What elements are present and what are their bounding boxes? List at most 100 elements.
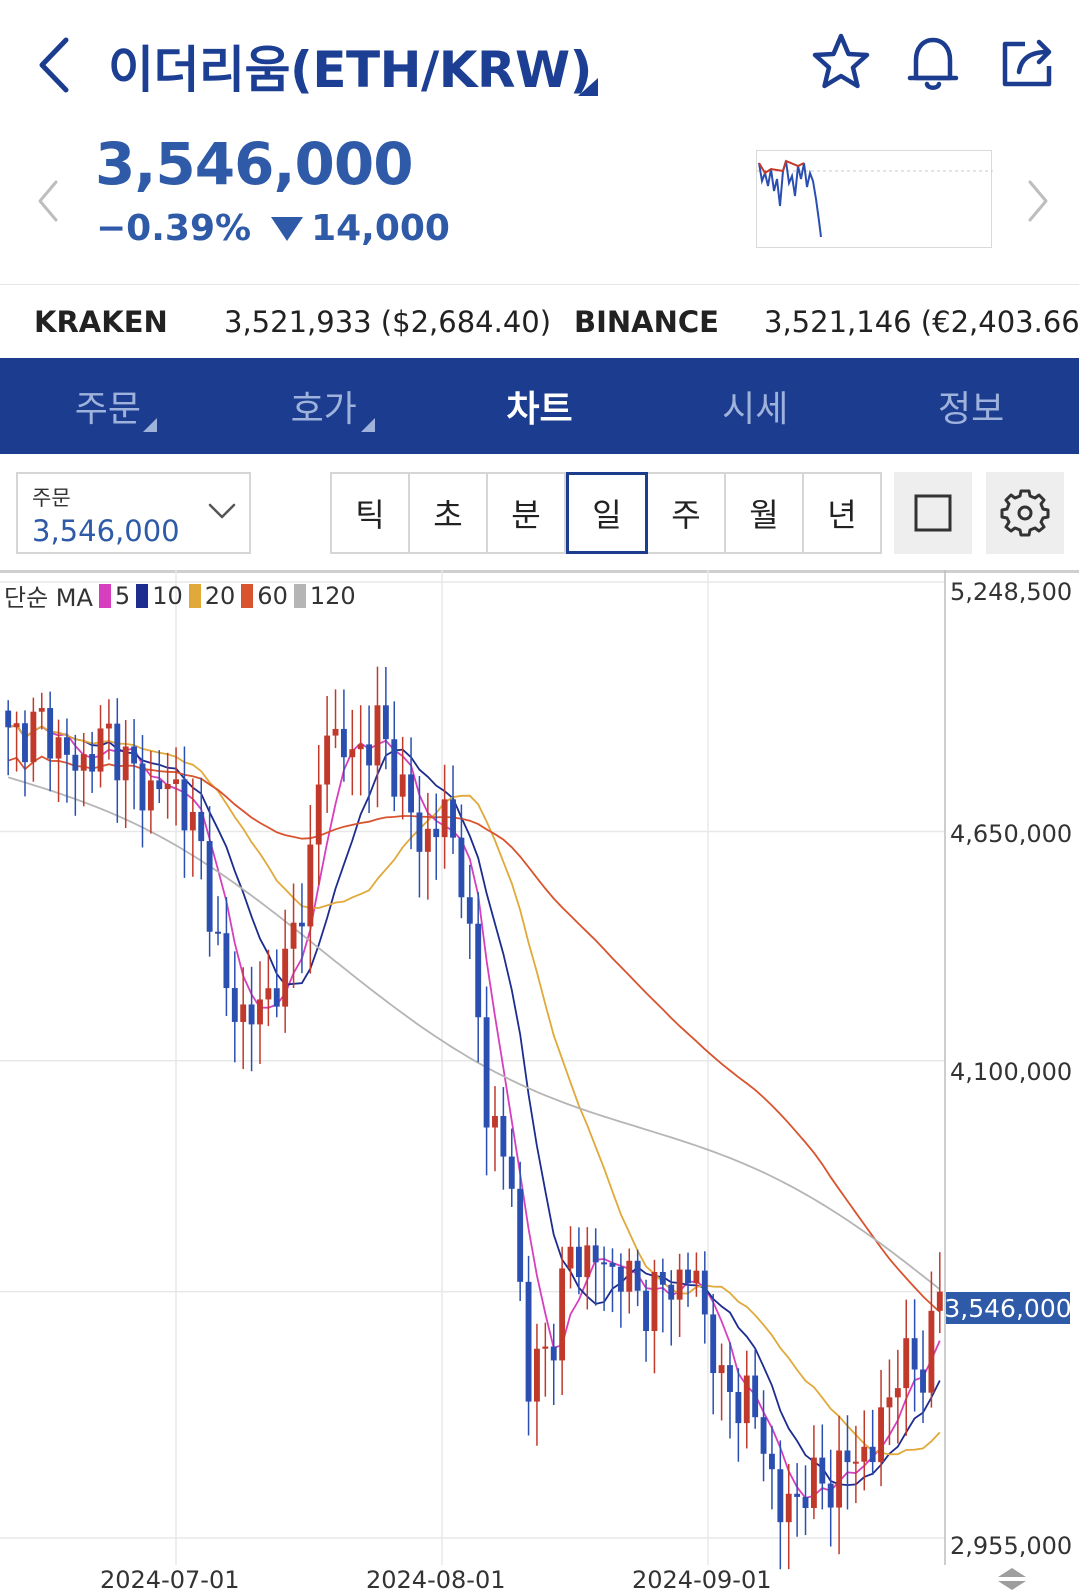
page-title[interactable]: 이더리움(ETH/KRW) bbox=[108, 41, 592, 99]
candle-body bbox=[324, 735, 331, 785]
ma60-label: 60 bbox=[257, 581, 288, 610]
ma5-swatch bbox=[98, 583, 111, 608]
period-day-button[interactable]: 일 bbox=[566, 472, 648, 554]
tab-label: 차트 bbox=[506, 389, 573, 430]
candle-body bbox=[223, 933, 230, 989]
candle-body bbox=[483, 1017, 490, 1128]
tab-market[interactable]: 시세 bbox=[647, 358, 863, 454]
ma20-line bbox=[7, 724, 941, 1456]
candle-body bbox=[181, 779, 188, 831]
candles bbox=[5, 666, 943, 1570]
candlestick-chart[interactable] bbox=[0, 570, 1079, 1595]
chart-settings-button[interactable] bbox=[986, 472, 1064, 554]
candle-body bbox=[836, 1450, 843, 1508]
mini-sparkline-chart[interactable] bbox=[756, 150, 993, 248]
candle-body bbox=[550, 1346, 557, 1361]
candle-body bbox=[30, 711, 37, 763]
chart-period-selector: 틱 초 분 일 주 월 년 bbox=[330, 472, 882, 554]
y-tick-label: 2,955,000 bbox=[950, 1532, 1073, 1560]
x-tick-label: 2024-09-01 bbox=[632, 1566, 772, 1594]
candle-body bbox=[265, 988, 272, 1000]
main-tab-bar: 주문 호가 차트 시세 정보 bbox=[0, 358, 1079, 454]
favorite-button[interactable] bbox=[808, 30, 874, 96]
candle-body bbox=[785, 1493, 792, 1523]
square-icon bbox=[914, 494, 952, 532]
candle-body bbox=[668, 1284, 675, 1300]
ma5-label: 5 bbox=[114, 581, 131, 610]
candle-body bbox=[617, 1266, 624, 1292]
candle-body bbox=[920, 1369, 926, 1393]
candle-body bbox=[374, 705, 381, 766]
period-second-button[interactable]: 초 bbox=[410, 474, 488, 552]
chart-resize-handle-icon[interactable] bbox=[994, 1566, 1030, 1592]
tab-chart[interactable]: 차트 bbox=[432, 358, 648, 454]
candle-body bbox=[743, 1375, 750, 1424]
candle-body bbox=[727, 1365, 733, 1392]
candle-body bbox=[198, 811, 205, 842]
next-coin-button[interactable] bbox=[1022, 178, 1052, 224]
candle-body bbox=[307, 844, 314, 927]
chevron-right-icon bbox=[1028, 180, 1048, 222]
candle-body bbox=[366, 744, 373, 766]
y-tick-label: 4,100,000 bbox=[950, 1058, 1073, 1086]
change-percent: −0.39% bbox=[96, 208, 252, 249]
period-minute-button[interactable]: 분 bbox=[488, 474, 566, 552]
candle-body bbox=[332, 728, 339, 736]
back-button[interactable] bbox=[30, 30, 90, 100]
candle-body bbox=[156, 780, 163, 790]
candle-body bbox=[424, 828, 431, 852]
candle-body bbox=[500, 1115, 507, 1157]
share-button[interactable] bbox=[995, 30, 1061, 96]
candle-body bbox=[173, 779, 179, 784]
candle-body bbox=[248, 1004, 255, 1025]
candle-body bbox=[450, 799, 456, 838]
period-week-button[interactable]: 주 bbox=[648, 474, 726, 552]
candle-body bbox=[852, 1461, 859, 1464]
candle-body bbox=[147, 780, 154, 811]
candle-body bbox=[886, 1397, 893, 1408]
order-select-label: 주문 bbox=[32, 486, 71, 510]
candle-body bbox=[601, 1262, 608, 1265]
order-price-select[interactable]: 주문 3,546,000 bbox=[16, 472, 251, 554]
tab-orderbook[interactable]: 호가 bbox=[216, 358, 432, 454]
candle-body bbox=[290, 922, 297, 949]
current-price: 3,546,000 bbox=[95, 130, 414, 198]
candle-body bbox=[131, 746, 138, 764]
title-dropdown-caret-icon[interactable] bbox=[578, 78, 598, 96]
candle-body bbox=[936, 1291, 943, 1311]
ma60-swatch bbox=[241, 583, 254, 608]
candle-body bbox=[64, 737, 70, 755]
down-triangle-icon bbox=[271, 216, 304, 241]
candle-body bbox=[752, 1375, 759, 1418]
candle-body bbox=[643, 1290, 649, 1331]
tab-label: 호가 bbox=[290, 389, 357, 430]
period-tick-button[interactable]: 틱 bbox=[332, 474, 410, 552]
alert-button[interactable] bbox=[900, 30, 966, 96]
tab-order[interactable]: 주문 bbox=[0, 358, 216, 454]
ma10-line bbox=[7, 724, 941, 1487]
period-year-button[interactable]: 년 bbox=[827, 496, 857, 534]
candle-body bbox=[240, 1004, 247, 1022]
ma-legend-title: 단순 MA bbox=[4, 584, 93, 612]
exchange-price: 3,521,933 ($2,684.40) bbox=[224, 305, 552, 339]
tab-info[interactable]: 정보 bbox=[863, 358, 1079, 454]
candle-body bbox=[508, 1156, 515, 1189]
candle-body bbox=[517, 1188, 524, 1282]
candle-body bbox=[357, 744, 364, 750]
candle-body bbox=[299, 922, 305, 927]
candle-body bbox=[710, 1314, 717, 1374]
candle-body bbox=[80, 754, 87, 771]
candle-body bbox=[72, 754, 79, 771]
back-icon bbox=[39, 37, 69, 93]
candle-body bbox=[315, 784, 322, 845]
fullscreen-button[interactable] bbox=[894, 472, 972, 554]
candle-body bbox=[626, 1260, 633, 1292]
previous-coin-button[interactable] bbox=[34, 178, 64, 224]
x-tick-label: 2024-08-01 bbox=[366, 1566, 506, 1594]
candle-body bbox=[894, 1388, 901, 1398]
ma20-swatch bbox=[188, 583, 201, 608]
chevron-down-icon bbox=[208, 503, 236, 519]
period-month-button[interactable]: 월 bbox=[726, 474, 804, 552]
candle-body bbox=[861, 1446, 868, 1462]
candle-body bbox=[534, 1348, 540, 1402]
